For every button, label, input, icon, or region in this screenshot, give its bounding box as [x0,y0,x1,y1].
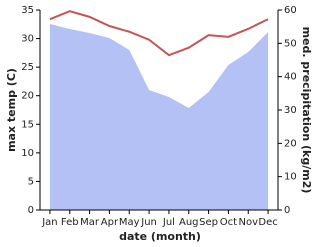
x-tick-label: Aug [179,217,199,228]
x-tick-label: Mar [80,217,100,228]
x-tick-label: Apr [101,217,119,228]
y2-tick-label: 10 [284,172,297,183]
precipitation-area [49,24,269,210]
x-tick-label: Feb [61,217,79,228]
y2-tick-label: 30 [284,105,297,116]
temperature-line [49,10,269,57]
x-tick-label: Jan [41,217,57,228]
y-tick-label: 35 [21,5,34,16]
y-tick-label: 15 [21,119,34,130]
y2-tick-label: 60 [284,5,297,16]
y2-axis-label: med. precipitation (kg/m2) [300,27,313,194]
y-axis-label: max temp (C) [5,68,18,152]
y-tick-label: 30 [21,34,34,45]
y2-tick-label: 40 [284,72,297,83]
x-tick-label: May [119,217,140,228]
x-axis-label: date (month) [119,230,201,243]
x-tick-label: Sep [199,217,218,228]
y-tick-label: 20 [21,91,34,102]
x-tick-label: Dec [258,217,277,228]
x-tick-label: Jun [140,217,157,228]
x-tick-label: Nov [238,217,258,228]
y-tick-label: 10 [21,148,34,159]
x-tick-label: Oct [220,217,237,228]
y2-tick-label: 20 [284,138,297,149]
y-tick-label: 5 [28,176,34,187]
y-tick-label: 25 [21,62,34,73]
y2-tick-label: 50 [284,38,297,49]
y-tick-label: 0 [28,205,34,216]
y2-tick-label: 0 [284,205,290,216]
x-tick-label: Jul [162,217,175,228]
